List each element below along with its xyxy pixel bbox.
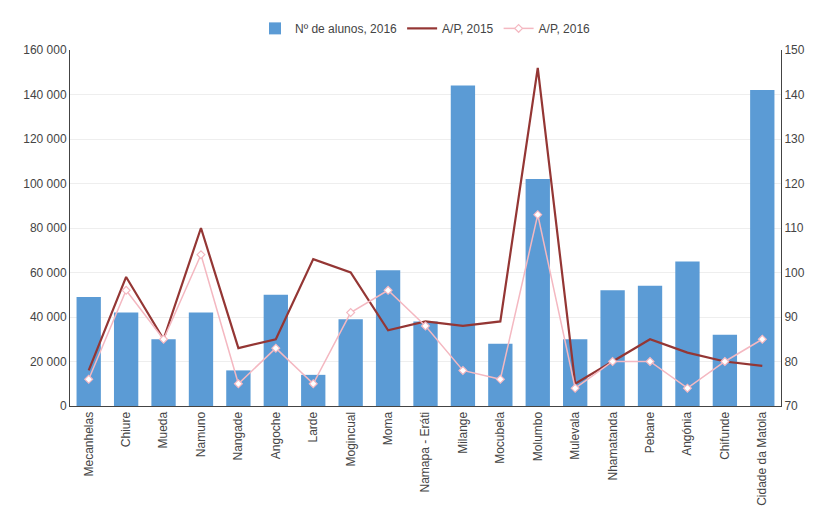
svg-text:120 000: 120 000 (23, 132, 67, 146)
svg-text:Molumbo: Molumbo (531, 411, 545, 461)
svg-text:160 000: 160 000 (23, 43, 67, 57)
svg-text:40 000: 40 000 (30, 310, 67, 324)
svg-text:Mogincual: Mogincual (344, 412, 358, 467)
svg-text:140 000: 140 000 (23, 88, 67, 102)
svg-text:A/P, 2016: A/P, 2016 (539, 22, 590, 36)
svg-text:20 000: 20 000 (30, 355, 67, 369)
svg-text:Milange: Milange (456, 411, 470, 453)
svg-text:Nangade: Nangade (231, 411, 245, 460)
svg-text:Moma: Moma (381, 411, 395, 445)
svg-text:140: 140 (784, 88, 804, 102)
svg-text:Pebane: Pebane (643, 411, 657, 453)
svg-text:Chiure: Chiure (119, 411, 133, 447)
svg-text:100 000: 100 000 (23, 177, 67, 191)
svg-text:Chifunde: Chifunde (718, 411, 732, 459)
svg-text:Namuno: Namuno (194, 411, 208, 457)
svg-text:Cidade da Matola: Cidade da Matola (755, 411, 769, 505)
svg-text:110: 110 (784, 221, 803, 235)
svg-text:60 000: 60 000 (30, 266, 67, 280)
svg-text:70: 70 (784, 399, 798, 413)
svg-text:90: 90 (784, 310, 798, 324)
svg-text:120: 120 (784, 177, 804, 191)
svg-text:Angoche: Angoche (269, 411, 283, 459)
svg-text:130: 130 (784, 132, 804, 146)
svg-text:Mulevala: Mulevala (568, 411, 582, 459)
svg-text:Nº de alunos, 2016: Nº de alunos, 2016 (295, 22, 397, 36)
svg-text:100: 100 (784, 266, 804, 280)
svg-text:80 000: 80 000 (30, 221, 67, 235)
svg-text:Angónia: Angónia (680, 411, 694, 455)
svg-text:Mueda: Mueda (156, 411, 170, 448)
svg-text:Mocubela: Mocubela (493, 411, 507, 463)
svg-text:Larde: Larde (306, 411, 320, 442)
svg-text:Nhamatanda: Nhamatanda (606, 411, 620, 480)
svg-text:80: 80 (784, 355, 798, 369)
svg-text:150: 150 (784, 43, 804, 57)
svg-text:A/P, 2015: A/P, 2015 (442, 22, 493, 36)
svg-text:Namapa - Eráti: Namapa - Eráti (418, 412, 432, 493)
svg-text:Mecanhelas: Mecanhelas (82, 412, 96, 477)
svg-text:0: 0 (60, 399, 67, 413)
